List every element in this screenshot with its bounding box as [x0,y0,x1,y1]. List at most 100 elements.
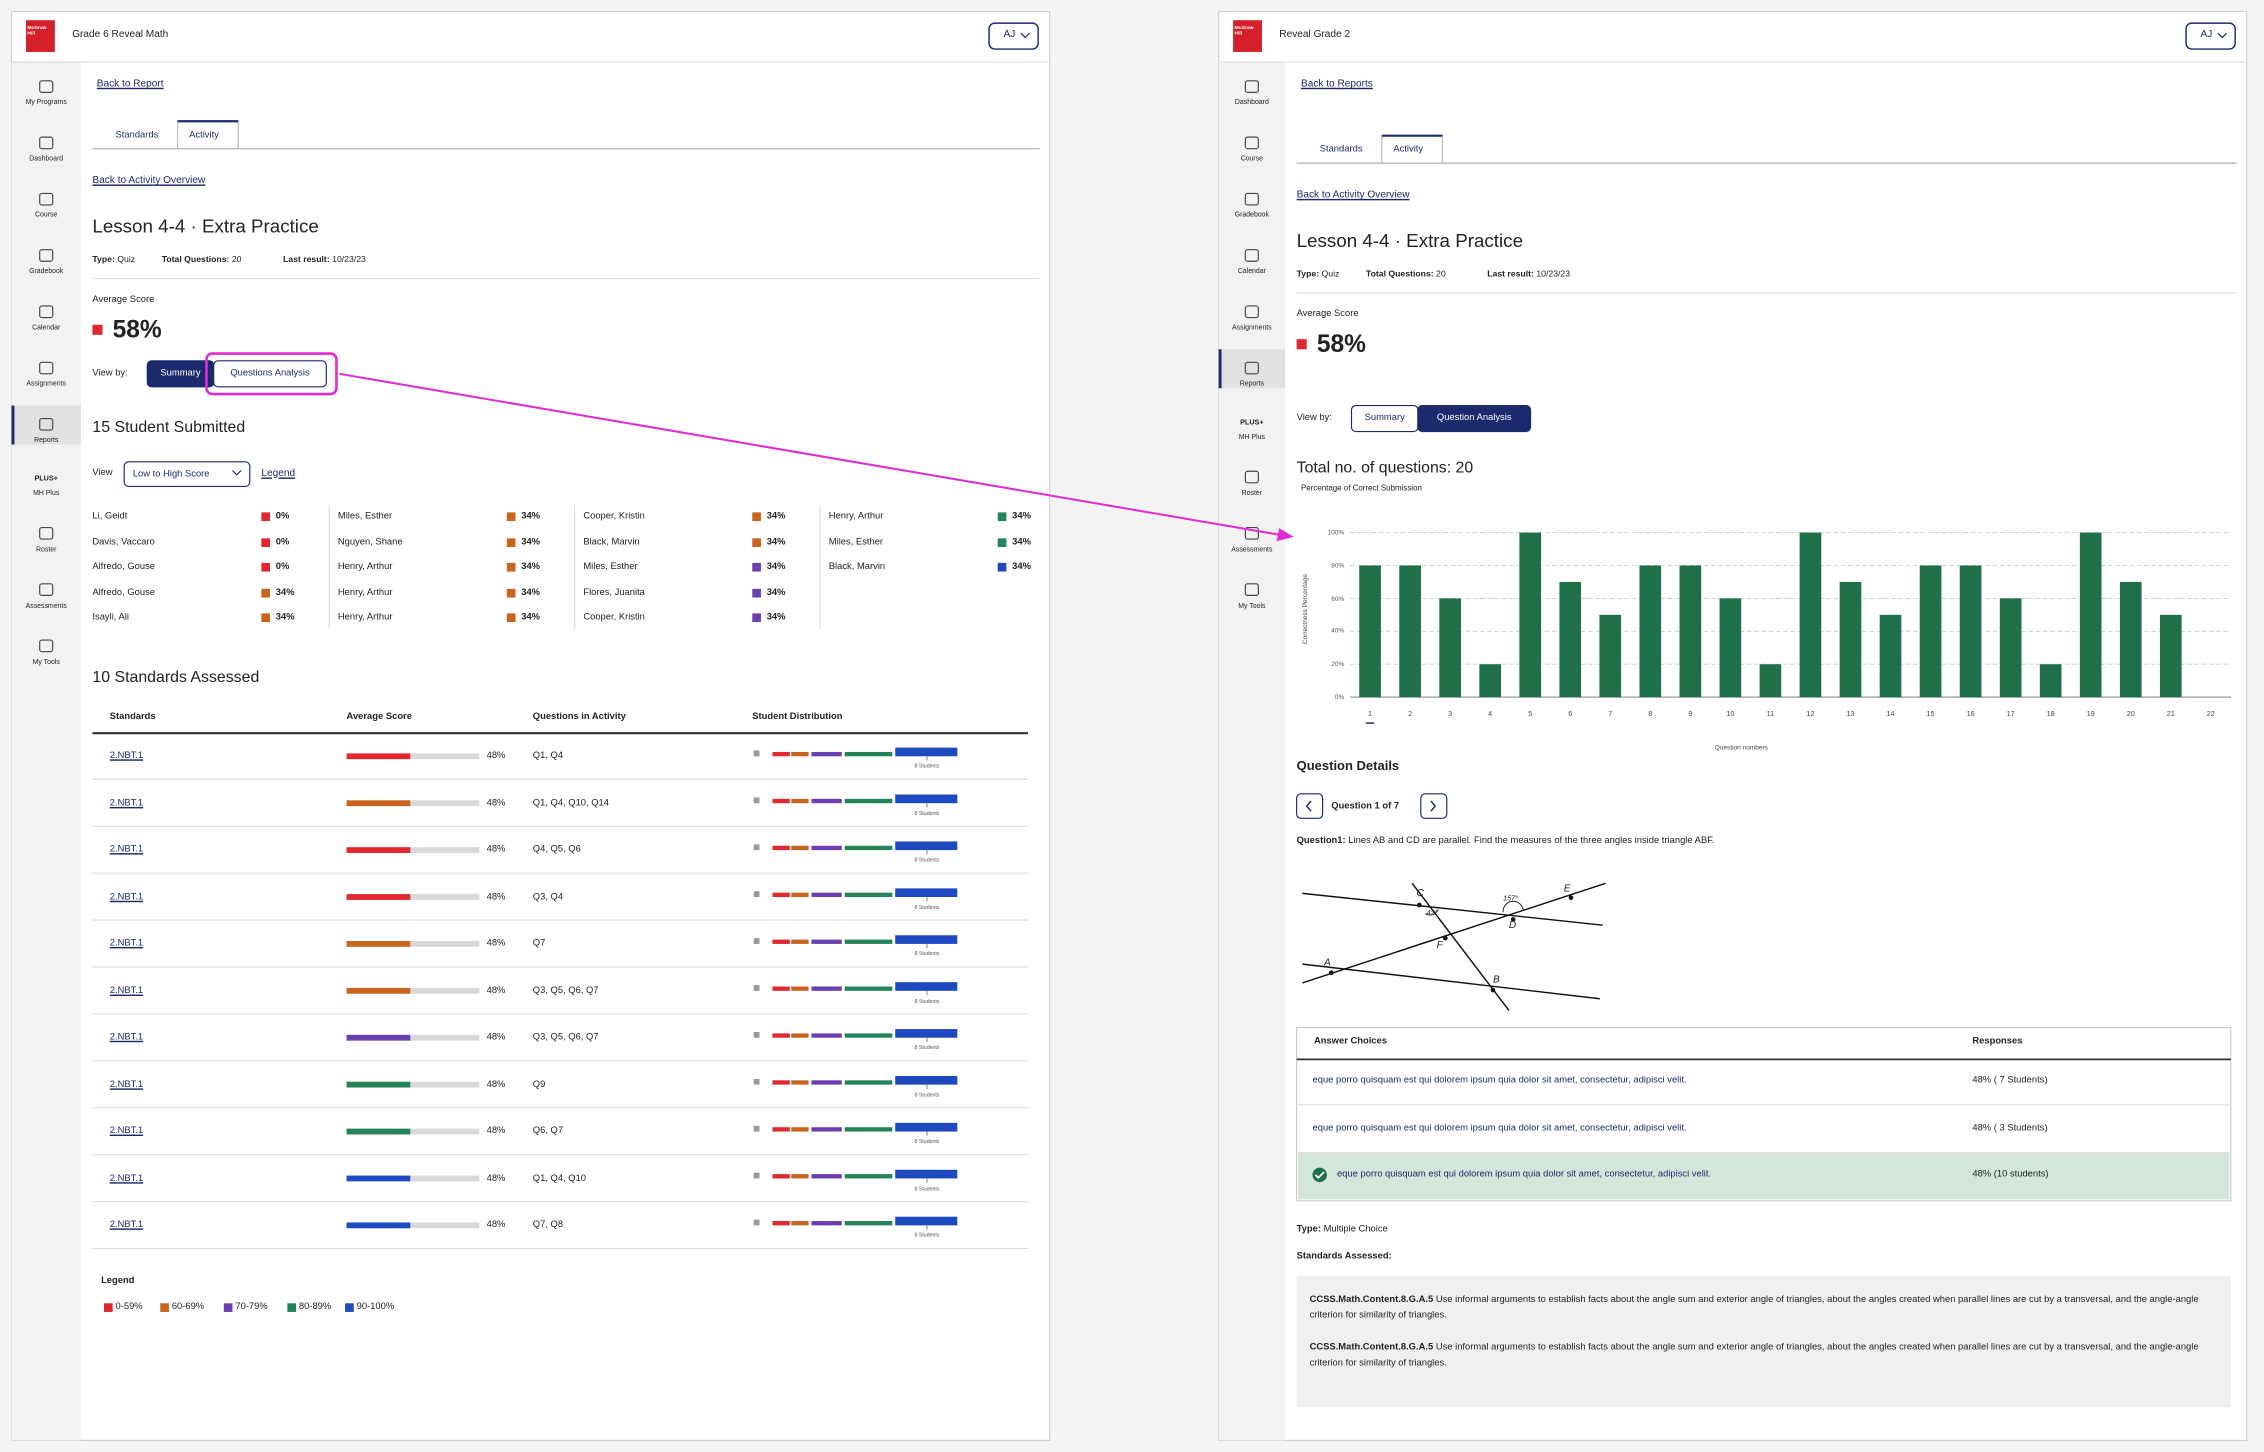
score-label: 48% [486,985,506,996]
nav-item[interactable]: My Programs [25,99,67,107]
correct-row [1298,1153,2230,1200]
tab[interactable]: Standards [1319,144,1363,155]
nav-item[interactable]: Gradebook [29,268,64,276]
nav-item[interactable]: MH Plus [33,490,60,498]
x-tick-label[interactable]: 21 [2166,710,2175,719]
nav-button[interactable] [1420,793,1448,819]
nav-item[interactable]: Course [35,212,58,220]
view-button-label[interactable]: Question Analysis [1436,412,1512,424]
standard-link[interactable]: 2.NBT.1 [109,1172,144,1183]
standard-link[interactable]: 2.NBT.1 [109,750,144,761]
nav-item[interactable]: My Tools [32,659,60,667]
back-link[interactable]: Back to Activity Overview [1296,190,1410,201]
nav-item[interactable]: Assessments [25,602,67,610]
x-tick-label[interactable]: 11 [1766,710,1775,719]
x-tick-label[interactable]: 18 [2046,710,2055,719]
standard-link[interactable]: 2.NBT.1 [109,1032,144,1043]
score-bar [346,987,411,994]
sort-value[interactable]: Low to High Score [132,468,210,479]
dist-segment [772,986,790,991]
x-tick-label[interactable]: 22 [2206,710,2215,719]
x-tick-label[interactable]: 7 [1608,710,1613,719]
standard-link[interactable]: 2.NBT.1 [109,844,144,855]
nav-item[interactable]: Dashboard [29,156,64,164]
bar [1799,532,1822,698]
x-tick-label[interactable]: 2 [1408,710,1413,719]
standard-link[interactable]: 2.NBT.1 [109,985,144,996]
x-tick-label[interactable]: 10 [1726,710,1735,719]
back-link[interactable]: Back to Report [96,79,164,90]
tab[interactable]: Activity [1393,144,1424,155]
student-score: 34% [521,511,541,522]
score-bar [346,1175,411,1182]
nav-icon [39,361,54,375]
legend-link[interactable]: Legend [261,468,296,479]
view-button-label[interactable]: Summary [1364,412,1405,424]
nav-item[interactable]: Assignments [1232,324,1272,333]
standard-link[interactable]: 2.NBT.1 [109,1219,144,1230]
bar [1359,565,1381,698]
view-button-label[interactable]: Summary [160,368,201,379]
nav-item[interactable]: Calendar [1237,268,1266,276]
x-tick-label[interactable]: 14 [1886,710,1895,719]
standard-link[interactable]: 2.NBT.1 [109,938,144,949]
x-tick-label[interactable]: 17 [2006,710,2015,719]
nav-item[interactable]: Dashboard [1234,99,1269,107]
standard-link[interactable]: 2.NBT.1 [109,891,144,902]
x-tick-label[interactable]: 9 [1688,710,1693,719]
x-tick-label[interactable]: 16 [1966,710,1975,719]
tab[interactable]: Activity [189,130,219,141]
nav-item[interactable]: Roster [35,546,57,554]
nav-plus[interactable]: PLUS+ [1240,417,1264,427]
nav-item[interactable]: Roster [1241,490,1263,498]
x-tick-label[interactable]: 19 [2086,710,2095,719]
dist-segment [844,939,893,944]
x-tick-label[interactable]: 3 [1448,710,1453,719]
x-tick-label[interactable]: 5 [1528,710,1533,719]
student-score: 34% [1012,537,1031,548]
standard-link[interactable]: 2.NBT.1 [109,797,144,808]
x-tick-label[interactable]: 15 [1926,710,1935,719]
x-tick-label[interactable]: 1 [1368,710,1373,719]
x-tick-label[interactable]: 8 [1648,710,1653,719]
sort-dropdown[interactable] [123,461,251,487]
nav-item[interactable]: Calendar [32,324,61,333]
user-menu[interactable] [988,22,1039,50]
user-initials[interactable]: AJ [1003,30,1016,41]
nav-item[interactable]: MH Plus [1238,433,1265,442]
user-initials[interactable]: AJ [2200,30,2213,41]
x-tick-label[interactable]: 20 [2126,710,2135,719]
student-name: Nguyen, Shane [337,537,403,548]
nav-item[interactable]: Assignments [26,381,67,389]
dist-segment [772,751,790,757]
nav-item[interactable]: Gradebook [1234,212,1269,220]
standard-link[interactable]: 2.NBT.1 [109,1079,144,1090]
nav-icon [1244,80,1259,93]
nav-item[interactable]: My Tools [1238,602,1266,610]
x-tick-label[interactable]: 12 [1806,710,1815,719]
dist-marker [753,1125,760,1132]
x-tick-label[interactable]: 13 [1846,710,1855,719]
nav-item[interactable]: Assessments [1231,546,1273,554]
user-menu[interactable] [2185,22,2236,50]
header-title: Reveal Grade 2 [1279,30,1351,41]
chevron [1020,32,1030,39]
view-button[interactable] [213,360,327,388]
legend-swatch [345,1303,354,1312]
view-button[interactable] [1417,404,1532,433]
view-button-label[interactable]: Questions Analysis [230,368,310,379]
meta-value: 10/23/23 [1536,270,1571,280]
nav-item[interactable]: Course [1240,156,1264,164]
tab[interactable]: Standards [115,130,159,141]
back-link[interactable]: Back to Reports [1300,79,1373,90]
nav-button[interactable] [1296,793,1324,819]
back-link[interactable]: Back to Activity Overview [92,175,206,186]
nav-item[interactable]: Reports [1239,381,1264,389]
x-tick-label[interactable]: 6 [1568,710,1573,719]
nav-plus[interactable]: PLUS+ [34,474,58,483]
standard-link[interactable]: 2.NBT.1 [109,1125,144,1137]
dist-marker [753,797,760,804]
dist-segment [811,1080,842,1085]
nav-item[interactable]: Reports [34,437,59,445]
x-tick-label[interactable]: 4 [1488,710,1493,719]
